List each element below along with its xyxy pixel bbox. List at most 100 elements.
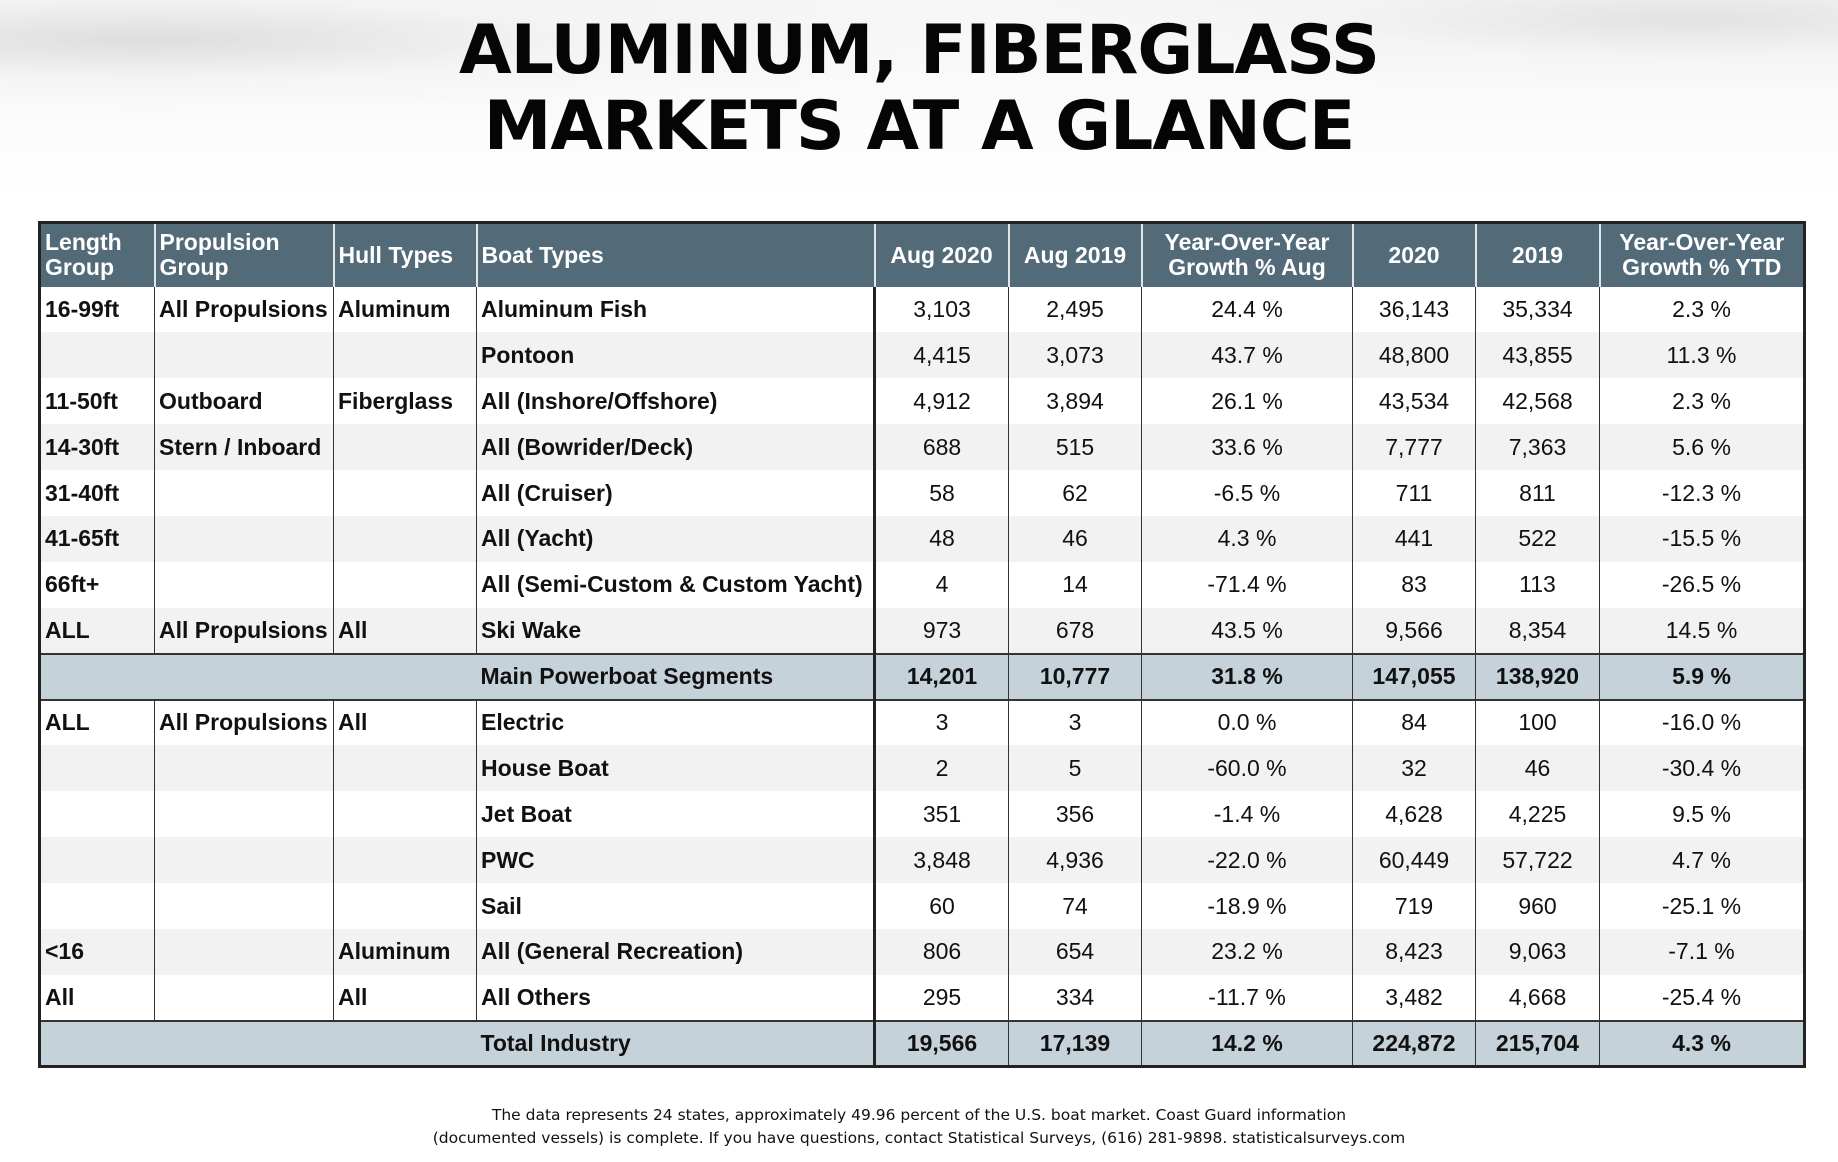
cell-yoy-ytd: 2.3 %	[1599, 378, 1805, 425]
cell-yoy-ytd: -16.0 %	[1599, 699, 1805, 746]
cell-boat-type: Total Industry	[476, 1019, 876, 1068]
cell-length: 11-50ft	[39, 378, 155, 425]
cell-aug-2020: 14,201	[874, 652, 1009, 701]
cell-2019: 215,704	[1475, 1019, 1600, 1068]
cell-yoy-aug: 23.2 %	[1141, 928, 1353, 975]
header-hull-types: Hull Types	[333, 222, 478, 287]
cell-length: <16	[39, 928, 155, 975]
cell-boat-type: Sail	[476, 883, 876, 929]
cell-aug-2019: 14	[1008, 561, 1142, 608]
cell-boat-type: Electric	[476, 699, 876, 746]
cell-empty	[154, 1019, 334, 1068]
cell-yoy-ytd: 4.7 %	[1599, 837, 1805, 884]
cell-aug-2019: 515	[1008, 424, 1142, 471]
cell-yoy-ytd: 5.6 %	[1599, 424, 1805, 471]
cell-2020: 7,777	[1352, 424, 1476, 471]
cell-hull	[333, 791, 477, 838]
cell-empty	[39, 1019, 155, 1068]
cell-hull	[333, 745, 477, 792]
cell-2019: 960	[1475, 883, 1600, 929]
cell-hull	[333, 837, 477, 884]
cell-aug-2019: 4,936	[1008, 837, 1142, 884]
cell-boat-type: Pontoon	[476, 332, 876, 379]
cell-boat-type: All (General Recreation)	[476, 928, 876, 975]
cell-length: 66ft+	[39, 561, 155, 608]
total-row: Total Industry 19,566 17,139 14.2 % 224,…	[39, 1019, 1805, 1068]
cell-yoy-ytd: -30.4 %	[1599, 745, 1805, 792]
cell-aug-2019: 5	[1008, 745, 1142, 792]
cell-aug-2019: 654	[1008, 928, 1142, 975]
table-row: 41-65ft All (Yacht) 48 46 4.3 % 441 522 …	[39, 515, 1805, 562]
cell-yoy-aug: -18.9 %	[1141, 883, 1353, 929]
cell-2019: 8,354	[1475, 607, 1600, 654]
cell-yoy-aug: -60.0 %	[1141, 745, 1353, 792]
cell-length: 14-30ft	[39, 424, 155, 471]
cell-2020: 719	[1352, 883, 1476, 929]
cell-boat-type: Jet Boat	[476, 791, 876, 838]
cell-propulsion	[154, 470, 334, 516]
cell-yoy-aug: 0.0 %	[1141, 699, 1353, 746]
cell-aug-2019: 10,777	[1008, 652, 1142, 701]
cell-yoy-ytd: 5.9 %	[1599, 652, 1805, 701]
cell-length	[39, 791, 155, 838]
cell-hull	[333, 332, 477, 379]
cell-boat-type: Main Powerboat Segments	[476, 652, 876, 701]
cell-hull: Aluminum	[333, 286, 477, 333]
cell-yoy-ytd: 4.3 %	[1599, 1019, 1805, 1068]
header-yoy-ytd: Year-Over-Year Growth % YTD	[1599, 222, 1805, 287]
cell-length: 31-40ft	[39, 470, 155, 516]
cell-boat-type: All (Cruiser)	[476, 470, 876, 516]
cell-yoy-aug: 31.8 %	[1141, 652, 1353, 701]
cell-propulsion: Outboard	[154, 378, 334, 425]
cell-length: ALL	[39, 607, 155, 654]
cell-2020: 60,449	[1352, 837, 1476, 884]
cell-aug-2019: 678	[1008, 607, 1142, 654]
header-aug-2019: Aug 2019	[1008, 222, 1143, 287]
cell-length	[39, 883, 155, 929]
header-row: Length Group Propulsion Group Hull Types…	[39, 222, 1805, 287]
cell-hull	[333, 470, 477, 516]
cell-yoy-ytd: 2.3 %	[1599, 286, 1805, 333]
cell-2019: 43,855	[1475, 332, 1600, 379]
table-row: ALL All Propulsions All Electric 3 3 0.0…	[39, 699, 1805, 746]
header-boat-types: Boat Types	[476, 222, 876, 287]
cell-hull: Aluminum	[333, 928, 477, 975]
cell-length: 16-99ft	[39, 286, 155, 333]
cell-aug-2020: 295	[874, 974, 1009, 1021]
table-row: 14-30ft Stern / Inboard All (Bowrider/De…	[39, 424, 1805, 471]
cell-yoy-aug: 26.1 %	[1141, 378, 1353, 425]
cell-yoy-ytd: -12.3 %	[1599, 470, 1805, 516]
cell-aug-2019: 17,139	[1008, 1019, 1142, 1068]
header-yoy-aug: Year-Over-Year Growth % Aug	[1141, 222, 1354, 287]
cell-2020: 84	[1352, 699, 1476, 746]
cell-hull	[333, 883, 477, 929]
cell-length: All	[39, 974, 155, 1021]
cell-aug-2020: 351	[874, 791, 1009, 838]
cell-2020: 48,800	[1352, 332, 1476, 379]
cell-yoy-ytd: -25.4 %	[1599, 974, 1805, 1021]
cell-aug-2020: 3	[874, 699, 1009, 746]
cell-propulsion	[154, 974, 334, 1021]
cell-empty	[333, 652, 477, 701]
cell-yoy-ytd: -15.5 %	[1599, 515, 1805, 562]
header-aug-2020: Aug 2020	[874, 222, 1010, 287]
cell-propulsion	[154, 515, 334, 562]
cell-yoy-aug: -71.4 %	[1141, 561, 1353, 608]
footnote-line-1: The data represents 24 states, approxima…	[491, 1106, 1347, 1124]
cell-aug-2020: 4	[874, 561, 1009, 608]
cell-aug-2019: 2,495	[1008, 286, 1142, 333]
cell-aug-2020: 973	[874, 607, 1009, 654]
cell-boat-type: All (Semi-Custom & Custom Yacht)	[476, 561, 876, 608]
cell-2019: 35,334	[1475, 286, 1600, 333]
cell-propulsion: All Propulsions	[154, 607, 334, 654]
cell-propulsion	[154, 928, 334, 975]
footnote-line-2: (documented vessels) is complete. If you…	[432, 1129, 1406, 1147]
cell-2019: 811	[1475, 470, 1600, 516]
header-propulsion-group: Propulsion Group	[154, 222, 335, 287]
table-row: 31-40ft All (Cruiser) 58 62 -6.5 % 711 8…	[39, 470, 1805, 516]
cell-propulsion	[154, 745, 334, 792]
cell-2019: 7,363	[1475, 424, 1600, 471]
cell-propulsion: All Propulsions	[154, 699, 334, 746]
background-decoration	[0, 0, 1838, 200]
cell-propulsion: Stern / Inboard	[154, 424, 334, 471]
